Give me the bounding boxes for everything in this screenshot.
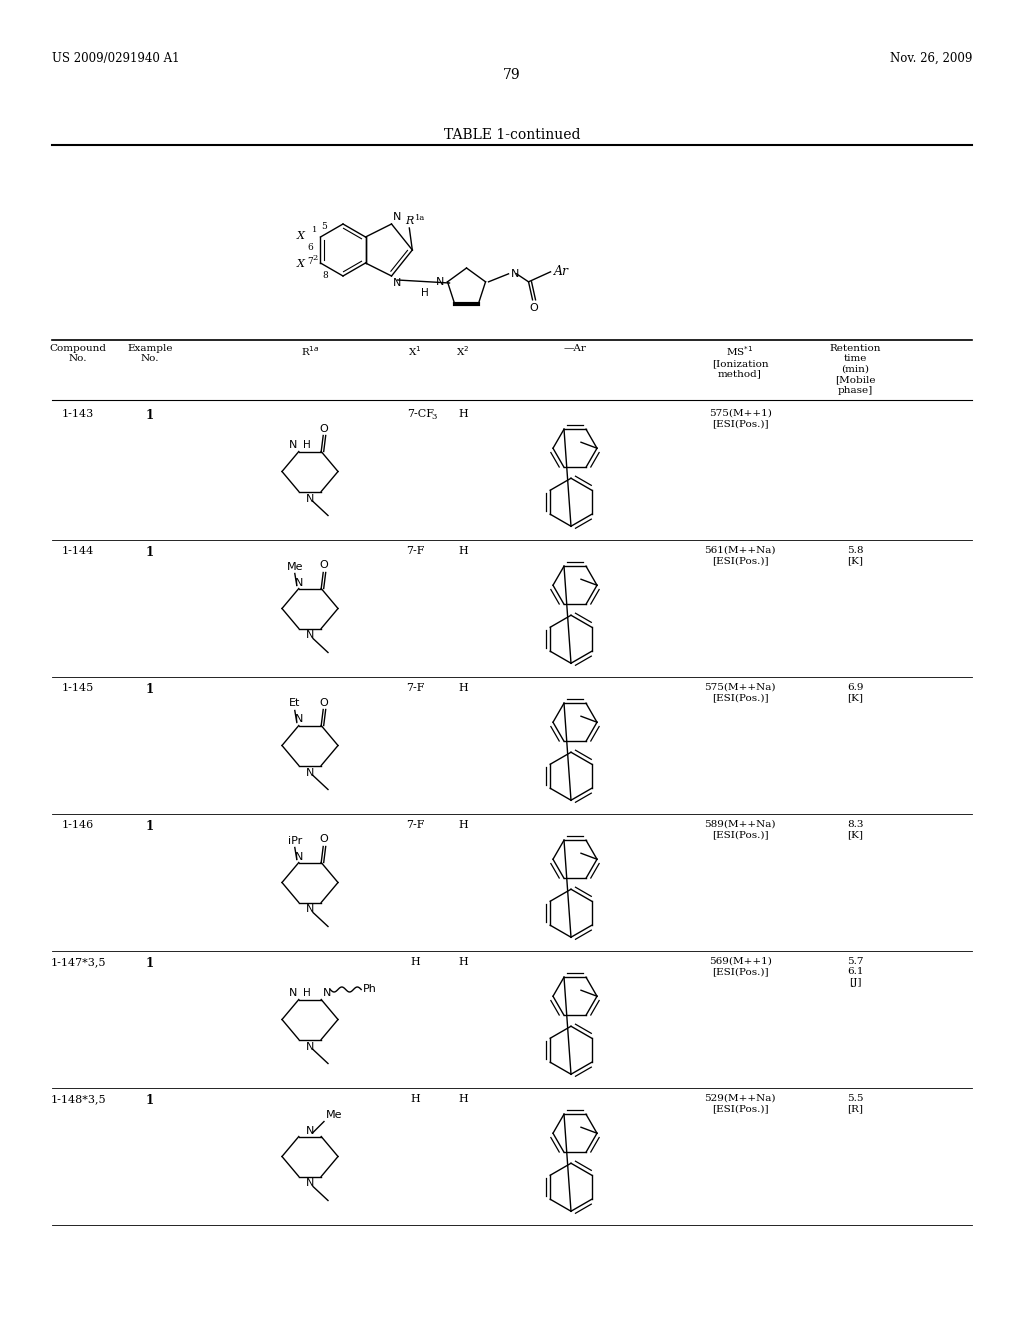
- Text: 1: 1: [146, 409, 154, 422]
- Text: 1a: 1a: [416, 214, 426, 222]
- Text: H: H: [303, 987, 310, 998]
- Text: 7-F: 7-F: [406, 546, 424, 556]
- Text: N: N: [306, 1041, 314, 1052]
- Text: N: N: [295, 714, 303, 725]
- Text: N: N: [289, 440, 297, 450]
- Text: 569(M++1)
[ESI(Pos.)]: 569(M++1) [ESI(Pos.)]: [709, 957, 771, 977]
- Text: 5: 5: [321, 222, 327, 231]
- Text: N: N: [289, 987, 297, 998]
- Text: Nov. 26, 2009: Nov. 26, 2009: [890, 51, 972, 65]
- Text: Et: Et: [289, 698, 300, 709]
- Text: H: H: [411, 957, 420, 968]
- Text: N: N: [511, 269, 519, 279]
- Text: 8: 8: [322, 271, 328, 280]
- Text: N: N: [392, 213, 400, 222]
- Text: R: R: [406, 216, 414, 226]
- Text: O: O: [319, 834, 329, 845]
- Text: H: H: [303, 440, 310, 450]
- Text: H: H: [458, 957, 468, 968]
- Text: Compound
No.: Compound No.: [49, 345, 106, 363]
- Text: H: H: [458, 682, 468, 693]
- Text: US 2009/0291940 A1: US 2009/0291940 A1: [52, 51, 179, 65]
- Text: N: N: [392, 279, 400, 288]
- Text: Retention
time
(min)
[Mobile
phase]: Retention time (min) [Mobile phase]: [829, 345, 881, 395]
- Text: 5.5
[R]: 5.5 [R]: [847, 1094, 863, 1113]
- Text: N: N: [324, 987, 332, 998]
- Text: N: N: [295, 578, 303, 587]
- Text: X$^2$: X$^2$: [457, 345, 470, 358]
- Text: 589(M++Na)
[ESI(Pos.)]: 589(M++Na) [ESI(Pos.)]: [705, 820, 776, 840]
- Text: 1: 1: [146, 1094, 154, 1107]
- Text: 7-F: 7-F: [406, 820, 424, 830]
- Text: 1-146: 1-146: [61, 820, 94, 830]
- Text: 1: 1: [312, 226, 317, 234]
- Text: 5.7
6.1
[J]: 5.7 6.1 [J]: [847, 957, 863, 987]
- Text: N: N: [436, 277, 444, 286]
- Text: O: O: [319, 561, 329, 570]
- Text: N: N: [306, 494, 314, 503]
- Text: H: H: [421, 288, 428, 297]
- Text: 5.8
[K]: 5.8 [K]: [847, 546, 863, 565]
- Text: H: H: [458, 409, 468, 418]
- Text: 7-CF: 7-CF: [407, 409, 434, 418]
- Text: 1-144: 1-144: [61, 546, 94, 556]
- Text: 1: 1: [146, 546, 154, 558]
- Text: 1-143: 1-143: [61, 409, 94, 418]
- Text: 561(M++Na)
[ESI(Pos.)]: 561(M++Na) [ESI(Pos.)]: [705, 546, 776, 565]
- Text: 1-145: 1-145: [61, 682, 94, 693]
- Text: H: H: [458, 820, 468, 830]
- Text: 6: 6: [307, 243, 313, 252]
- Text: 1: 1: [146, 682, 154, 696]
- Text: 3: 3: [431, 413, 436, 421]
- Text: N: N: [306, 767, 314, 777]
- Text: N: N: [306, 631, 314, 640]
- Text: TABLE 1-continued: TABLE 1-continued: [443, 128, 581, 143]
- Text: Me: Me: [326, 1110, 342, 1121]
- Text: 1: 1: [146, 957, 154, 970]
- Text: 1: 1: [146, 820, 154, 833]
- Text: 7: 7: [307, 257, 313, 267]
- Text: Me: Me: [287, 561, 303, 572]
- Text: H: H: [458, 1094, 468, 1104]
- Text: O: O: [319, 697, 329, 708]
- Text: N: N: [295, 851, 303, 862]
- Text: X: X: [297, 231, 305, 240]
- Text: X$^1$: X$^1$: [409, 345, 422, 358]
- Text: 7-F: 7-F: [406, 682, 424, 693]
- Text: O: O: [319, 424, 329, 433]
- Text: N: N: [306, 1126, 314, 1135]
- Text: Ar: Ar: [554, 265, 568, 279]
- Text: 6.9
[K]: 6.9 [K]: [847, 682, 863, 702]
- Text: H: H: [458, 546, 468, 556]
- Text: N: N: [306, 904, 314, 915]
- Text: O: O: [529, 302, 538, 313]
- Text: 575(M++Na)
[ESI(Pos.)]: 575(M++Na) [ESI(Pos.)]: [705, 682, 776, 702]
- Text: 529(M++Na)
[ESI(Pos.)]: 529(M++Na) [ESI(Pos.)]: [705, 1094, 776, 1113]
- Text: X: X: [297, 259, 305, 269]
- Text: 79: 79: [503, 69, 521, 82]
- Text: —Ar: —Ar: [563, 345, 587, 352]
- Text: 575(M++1)
[ESI(Pos.)]: 575(M++1) [ESI(Pos.)]: [709, 409, 771, 429]
- Text: iPr: iPr: [288, 836, 302, 846]
- Text: N: N: [306, 1179, 314, 1188]
- Text: R$^{1a}$: R$^{1a}$: [301, 345, 319, 358]
- Text: MS$^{*1}$
[Ionization
method]: MS$^{*1}$ [Ionization method]: [712, 345, 768, 379]
- Text: 1-147*3,5: 1-147*3,5: [50, 957, 105, 968]
- Text: H: H: [411, 1094, 420, 1104]
- Text: Ph: Ph: [364, 985, 377, 994]
- Text: 2: 2: [312, 255, 317, 263]
- Text: Example
No.: Example No.: [127, 345, 173, 363]
- Text: 8.3
[K]: 8.3 [K]: [847, 820, 863, 840]
- Text: 1-148*3,5: 1-148*3,5: [50, 1094, 105, 1104]
